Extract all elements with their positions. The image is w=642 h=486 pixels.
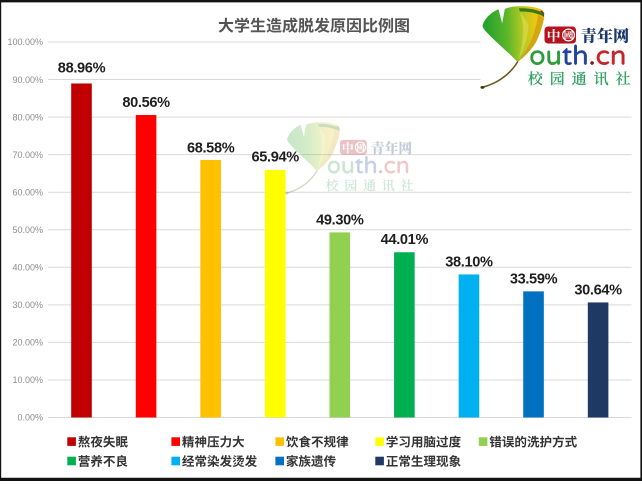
svg-text:50.00%: 50.00% [12, 225, 43, 235]
svg-text:44.01%: 44.01% [381, 232, 429, 248]
svg-text:60.00%: 60.00% [12, 187, 43, 197]
svg-text:70.00%: 70.00% [12, 150, 43, 160]
svg-text:20.00%: 20.00% [12, 338, 43, 348]
svg-text:0.00%: 0.00% [17, 413, 43, 423]
svg-text:33.59%: 33.59% [510, 271, 558, 287]
svg-text:40.00%: 40.00% [12, 263, 43, 273]
svg-text:88.96%: 88.96% [58, 61, 106, 77]
svg-text:65.94%: 65.94% [252, 150, 300, 166]
svg-text:30.00%: 30.00% [12, 300, 43, 310]
svg-text:80.56%: 80.56% [122, 95, 170, 111]
svg-text:80.00%: 80.00% [12, 112, 43, 122]
svg-text:100.00%: 100.00% [7, 37, 43, 47]
svg-text:49.30%: 49.30% [316, 212, 364, 228]
svg-text:38.10%: 38.10% [445, 254, 493, 270]
svg-text:30.64%: 30.64% [574, 282, 622, 298]
svg-text:10.00%: 10.00% [12, 375, 43, 385]
svg-text:68.58%: 68.58% [187, 141, 235, 157]
svg-text:90.00%: 90.00% [12, 75, 43, 85]
